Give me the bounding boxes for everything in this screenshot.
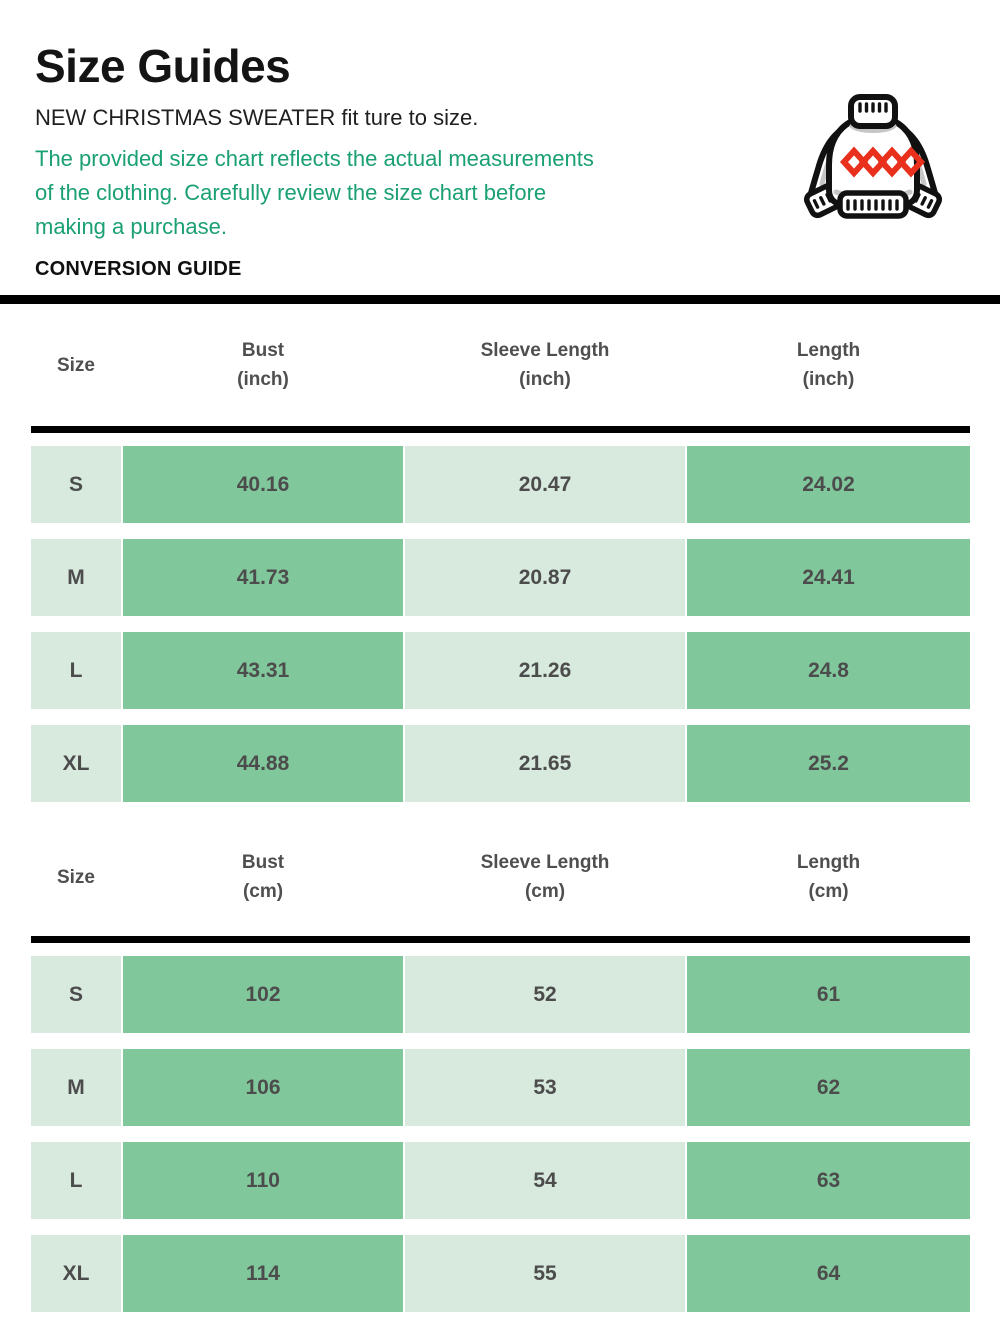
size-tables: Size Bust (inch) Sleeve Length (inch) Length(… <box>31 304 970 1312</box>
value-cell: 62 <box>687 1049 970 1126</box>
column-header: Size <box>56 866 96 888</box>
table-row: M 41.73 20.87 24.41 <box>31 539 970 616</box>
page-title: Size Guides <box>35 40 291 92</box>
value-cell: 20.87 <box>405 539 685 616</box>
value-cell: 24.02 <box>687 446 970 523</box>
table-divider <box>31 936 970 943</box>
table-row: L 110 54 63 <box>31 1142 970 1219</box>
value-cell: 21.65 <box>405 725 685 802</box>
table-row: L 43.31 21.26 24.8 <box>31 632 970 709</box>
size-table-inches: Size Bust (inch) Sleeve Length (inch) Length(… <box>31 304 970 802</box>
conversion-guide-label: CONVERSION GUIDE <box>35 258 242 280</box>
column-header: Size <box>56 354 96 376</box>
value-cell: 54 <box>405 1142 685 1219</box>
table-header-row: Size Bust (cm) Sleeve Length (cm) Length (cm) <box>31 818 970 936</box>
value-cell: 102 <box>123 956 403 1033</box>
note-line: making a purchase. <box>35 214 227 239</box>
size-cell: M <box>31 539 121 616</box>
top-divider <box>0 295 1000 304</box>
table-row: M 106 53 62 <box>31 1049 970 1126</box>
value-cell: 24.8 <box>687 632 970 709</box>
value-cell: 41.73 <box>123 539 403 616</box>
note-line: The provided size chart reflects the act… <box>35 146 594 171</box>
column-header: Sleeve Length (inch) <box>480 340 610 390</box>
christmas-sweater-icon <box>798 90 948 226</box>
value-cell: 44.88 <box>123 725 403 802</box>
value-cell: 110 <box>123 1142 403 1219</box>
column-header: Length (inch) <box>796 340 861 390</box>
note-line: of the clothing. Carefully review the si… <box>35 180 547 205</box>
column-header: Length (cm) <box>796 852 861 902</box>
value-cell: 63 <box>687 1142 970 1219</box>
size-cell: L <box>31 632 121 709</box>
size-cell: XL <box>31 1235 121 1312</box>
value-cell: 40.16 <box>123 446 403 523</box>
size-cell: M <box>31 1049 121 1126</box>
value-cell: 106 <box>123 1049 403 1126</box>
table-divider <box>31 426 970 433</box>
value-cell: 55 <box>405 1235 685 1312</box>
fit-subtitle: NEW CHRISTMAS SWEATER fit ture to size. <box>35 105 479 130</box>
value-cell: 43.31 <box>123 632 403 709</box>
value-cell: 53 <box>405 1049 685 1126</box>
value-cell: 20.47 <box>405 446 685 523</box>
size-table-cm: Size Bust (cm) Sleeve Length (cm) Length (cm) … <box>31 818 970 1312</box>
size-cell: S <box>31 956 121 1033</box>
value-cell: 64 <box>687 1235 970 1312</box>
table-row: XL 44.88 21.65 25.2 <box>31 725 970 802</box>
value-cell: 24.41 <box>687 539 970 616</box>
size-cell: L <box>31 1142 121 1219</box>
table-body: S 40.16 20.47 24.02 M 41.73 20.87 24.41 L 43.31 21… <box>31 433 970 802</box>
value-cell: 61 <box>687 956 970 1033</box>
table-row: S 102 52 61 <box>31 956 970 1033</box>
size-cell: XL <box>31 725 121 802</box>
size-chart-note: The provided size chart reflects the act… <box>35 142 735 244</box>
column-header: Bust (inch) <box>237 340 289 390</box>
header-section: Size Guides NEW CHRISTMAS SWEATER fit tu… <box>0 0 1000 281</box>
size-cell: S <box>31 446 121 523</box>
value-cell: 114 <box>123 1235 403 1312</box>
table-row: S 40.16 20.47 24.02 <box>31 446 970 523</box>
value-cell: 25.2 <box>687 725 970 802</box>
value-cell: 52 <box>405 956 685 1033</box>
table-row: XL 114 55 64 <box>31 1235 970 1312</box>
column-header: Sleeve Length (cm) <box>480 852 610 902</box>
column-header: Bust (cm) <box>241 852 285 902</box>
value-cell: 21.26 <box>405 632 685 709</box>
table-header-row: Size Bust (inch) Sleeve Length (inch) Length(… <box>31 304 970 426</box>
table-body: S 102 52 61 M 106 53 62 L 110 54 63 XL 114 55 64 <box>31 943 970 1312</box>
